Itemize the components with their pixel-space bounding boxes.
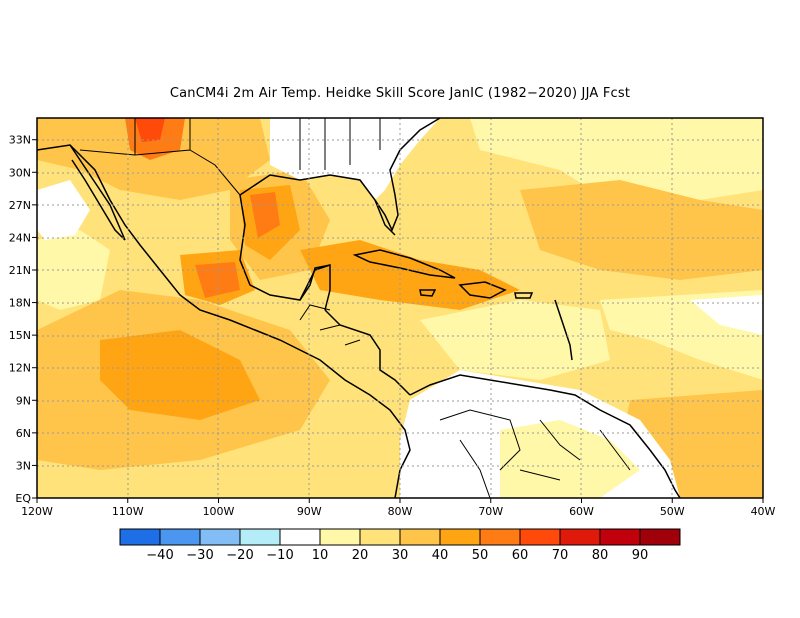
colorbar-swatch: [639, 528, 681, 546]
colorbar-swatch: [319, 528, 361, 546]
lat-tick-label: 33N: [9, 134, 31, 147]
field-orange-region-nw: [37, 118, 270, 200]
colorbar-swatch: [479, 528, 521, 546]
lon-tick-label: 50W: [660, 505, 685, 518]
lon-tick-label: 110W: [112, 505, 144, 518]
lon-tick-label: 60W: [569, 505, 594, 518]
border-us-states: [299, 118, 381, 170]
colorbar-label: 10: [312, 548, 329, 563]
lat-tick-label: 15N: [9, 329, 31, 342]
colorbar-swatch: [439, 528, 481, 546]
field-white-region-w: [37, 180, 90, 240]
colorbar-label: −30: [186, 548, 213, 563]
field-orange-region-caribbean: [300, 240, 520, 310]
graticule: [37, 118, 763, 498]
lon-tick-label: 40W: [751, 505, 776, 518]
border-south-america: [439, 409, 631, 499]
coastline-florida: [374, 199, 396, 236]
colorbar-swatch: [119, 528, 161, 546]
map-title: CanCM4i 2m Air Temp. Heidke Skill Score …: [169, 86, 631, 101]
lat-tick-label: 6N: [16, 427, 31, 440]
lat-tick-label: 12N: [9, 362, 31, 375]
colorbar-swatch: [159, 528, 201, 546]
lat-tick-label: 27N: [9, 199, 31, 212]
colorbar-label: 90: [632, 548, 649, 563]
border-central-america: [299, 304, 361, 346]
lat-tick-label: 18N: [9, 297, 31, 310]
coastline-us-gulf: [239, 117, 441, 232]
field-orange-region-pacific-2: [100, 330, 260, 420]
coastline-yucatan: [299, 264, 331, 301]
map-field: [37, 118, 763, 498]
lat-tick-label: 24N: [9, 231, 31, 244]
latitude-axis: EQ 3N 6N 9N 12N 15N 18N 21N 24N 27N 30N 33N: [9, 134, 37, 505]
colorbar-label: −20: [226, 548, 253, 563]
colorbar: [119, 528, 681, 546]
lat-tick-label: EQ: [15, 492, 31, 505]
field-white-region-e: [690, 295, 763, 335]
colorbar-swatch: [599, 528, 641, 546]
colorbar-label: −10: [266, 548, 293, 563]
field-sa-light: [500, 420, 640, 498]
colorbar-labels: −40 −30 −20 −10 10 20 30 40 50 60 70 80 90: [146, 548, 648, 563]
field-light-region-ne: [470, 118, 763, 200]
colorbar-label: −40: [146, 548, 173, 563]
lon-tick-label: 70W: [478, 505, 503, 518]
lat-tick-label: 3N: [16, 459, 31, 472]
lat-tick-label: 30N: [9, 166, 31, 179]
lon-tick-label: 120W: [21, 505, 53, 518]
country-borders: [79, 118, 631, 499]
colorbar-label: 80: [592, 548, 609, 563]
field-red-orange-gulf: [250, 192, 280, 238]
colorbar-label: 20: [352, 548, 369, 563]
border-us-mexico: [79, 118, 241, 196]
colorbar-swatch: [399, 528, 441, 546]
colorbar-swatch: [559, 528, 601, 546]
coastline-baja: [69, 144, 126, 241]
colorbar-label: 40: [432, 548, 449, 563]
colorbar-swatch: [519, 528, 561, 546]
colorbar-label: 50: [472, 548, 489, 563]
lon-tick-label: 100W: [203, 505, 235, 518]
field-dark-red-sw-us: [135, 118, 165, 142]
lon-tick-label: 80W: [388, 505, 413, 518]
coastline-jamaica: [419, 289, 437, 297]
lon-tick-label: 90W: [297, 505, 322, 518]
colorbar-label: 60: [512, 548, 529, 563]
coastline-antilles: [554, 299, 573, 361]
colorbar-swatch: [239, 528, 281, 546]
land-us: [270, 118, 440, 200]
longitude-axis: 120W 110W 100W 90W 80W 70W 60W 50W 40W: [21, 498, 776, 518]
coastline-hispaniola: [458, 281, 507, 299]
field-light-region-carib: [420, 300, 610, 380]
colorbar-label: 70: [552, 548, 569, 563]
colorbar-label: 30: [392, 548, 409, 563]
colorbar-swatch: [279, 528, 321, 546]
lat-tick-label: 9N: [16, 394, 31, 407]
lat-tick-label: 21N: [9, 264, 31, 277]
colorbar-swatch: [359, 528, 401, 546]
coastline-south-america-north: [409, 374, 681, 499]
coastline-puerto-rico: [514, 292, 534, 299]
coastline-cuba: [352, 249, 456, 279]
colorbar-swatch: [199, 528, 241, 546]
